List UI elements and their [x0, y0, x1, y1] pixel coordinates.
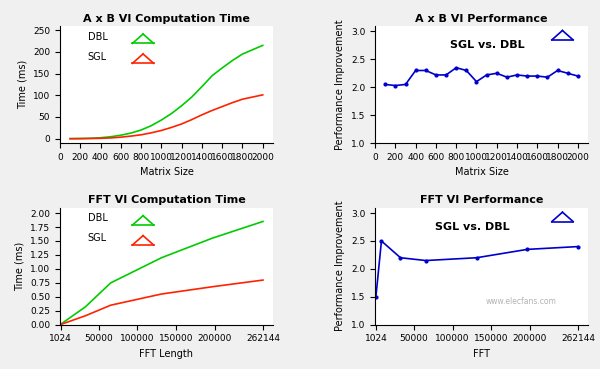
Title: A x B VI Performance: A x B VI Performance: [415, 14, 548, 24]
Text: SGL vs. DBL: SGL vs. DBL: [449, 40, 524, 50]
Y-axis label: Time (ms): Time (ms): [17, 60, 28, 109]
Y-axis label: Time (ms): Time (ms): [14, 241, 25, 291]
X-axis label: FFT Length: FFT Length: [139, 349, 193, 359]
Text: www.elecfans.com: www.elecfans.com: [486, 297, 557, 306]
Y-axis label: Performance Improvement: Performance Improvement: [335, 201, 346, 331]
X-axis label: Matrix Size: Matrix Size: [455, 167, 508, 177]
Title: FFT VI Computation Time: FFT VI Computation Time: [88, 195, 245, 205]
X-axis label: Matrix Size: Matrix Size: [140, 167, 193, 177]
Title: A x B VI Computation Time: A x B VI Computation Time: [83, 14, 250, 24]
Text: SGL: SGL: [88, 52, 107, 62]
Title: FFT VI Performance: FFT VI Performance: [420, 195, 543, 205]
Text: SGL vs. DBL: SGL vs. DBL: [435, 221, 509, 232]
Text: DBL: DBL: [88, 213, 107, 223]
Text: DBL: DBL: [88, 32, 107, 42]
Y-axis label: Performance Improvement: Performance Improvement: [335, 19, 346, 150]
X-axis label: FFT: FFT: [473, 349, 490, 359]
Text: SGL: SGL: [88, 233, 107, 243]
